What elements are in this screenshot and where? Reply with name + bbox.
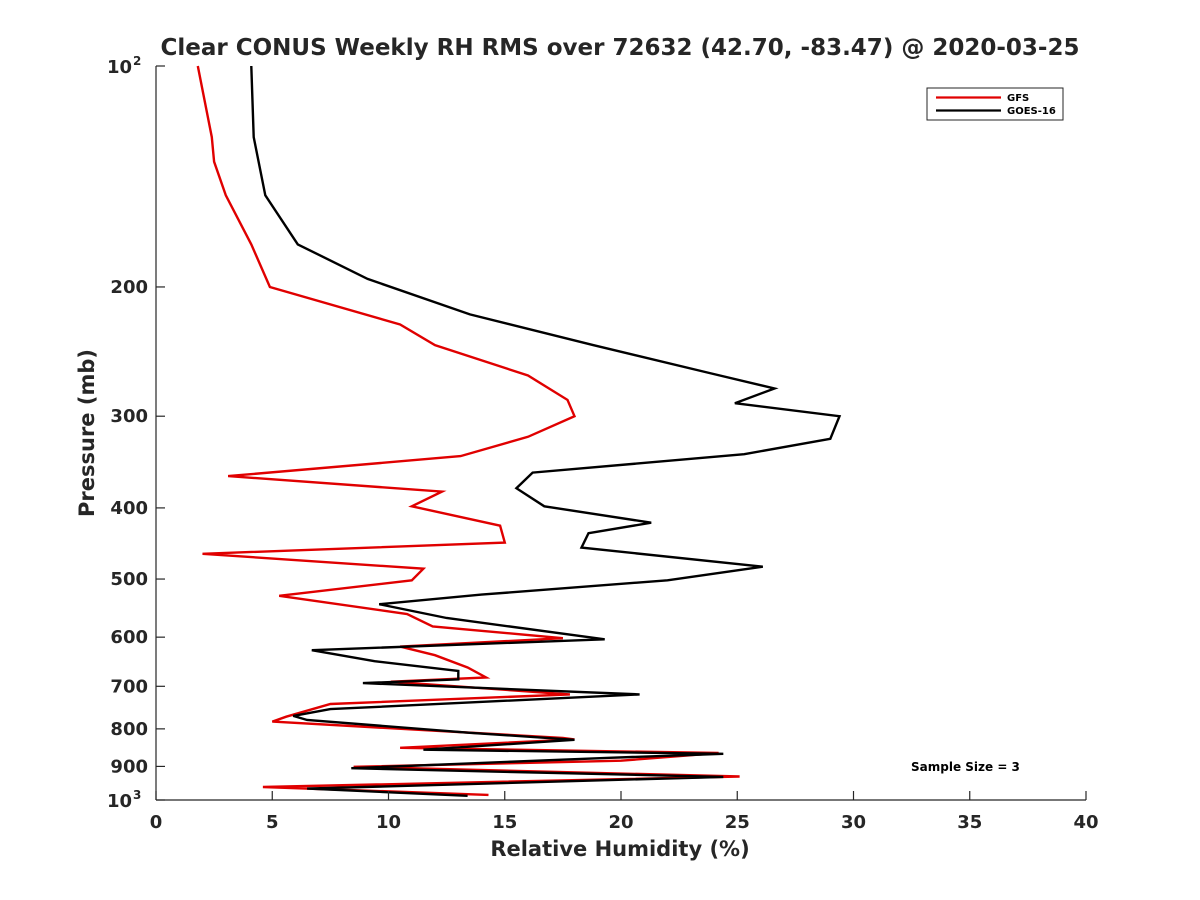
legend-label-gfs: GFS: [1007, 93, 1029, 104]
x-tick-label: 15: [492, 812, 517, 833]
x-tick-label: 5: [266, 812, 279, 833]
y-tick-label: 700: [110, 676, 148, 697]
tick-labels: 0 5 10 15 20 25 30 35 40 200 300 400 500 600 700 800 900…: [107, 54, 1099, 833]
y-tick-exponent: 2: [133, 54, 141, 68]
sample-size-annotation: Sample Size = 3: [911, 760, 1020, 774]
x-tick-label: 20: [608, 812, 633, 833]
x-tick-label: 10: [376, 812, 401, 833]
y-tick-label: 800: [110, 719, 148, 740]
y-tick-label: 300: [110, 406, 148, 427]
legend-box: [926, 87, 1064, 121]
chart-title: Clear CONUS Weekly RH RMS over 72632 (42…: [161, 35, 1080, 61]
series-line-gfs: [196, 65, 740, 797]
y-tick-label-power: 10: [107, 57, 132, 78]
x-axis-label: Relative Humidity (%): [490, 837, 749, 861]
y-tick-label: 900: [110, 756, 148, 777]
y-tick-label: 600: [110, 627, 148, 648]
legend-label-goes16: GOES-16: [1007, 106, 1056, 117]
y-tick-exponent: 3: [133, 788, 141, 802]
y-tick-label: 400: [110, 498, 148, 519]
x-tick-label: 30: [841, 812, 866, 833]
y-tick-label: 200: [110, 277, 148, 298]
series-layer: [196, 65, 842, 797]
x-tick-label: 35: [957, 812, 982, 833]
x-tick-label: 0: [150, 812, 163, 833]
x-tick-label: 25: [725, 812, 750, 833]
legend: GFS GOES-16: [926, 87, 1064, 121]
y-tick-label-power: 10: [107, 791, 132, 812]
y-tick-label: 500: [110, 569, 148, 590]
axes: [155, 65, 1087, 801]
series-line-goes16: [250, 65, 842, 797]
y-axis-label: Pressure (mb): [75, 349, 99, 517]
x-tick-label: 40: [1073, 812, 1098, 833]
